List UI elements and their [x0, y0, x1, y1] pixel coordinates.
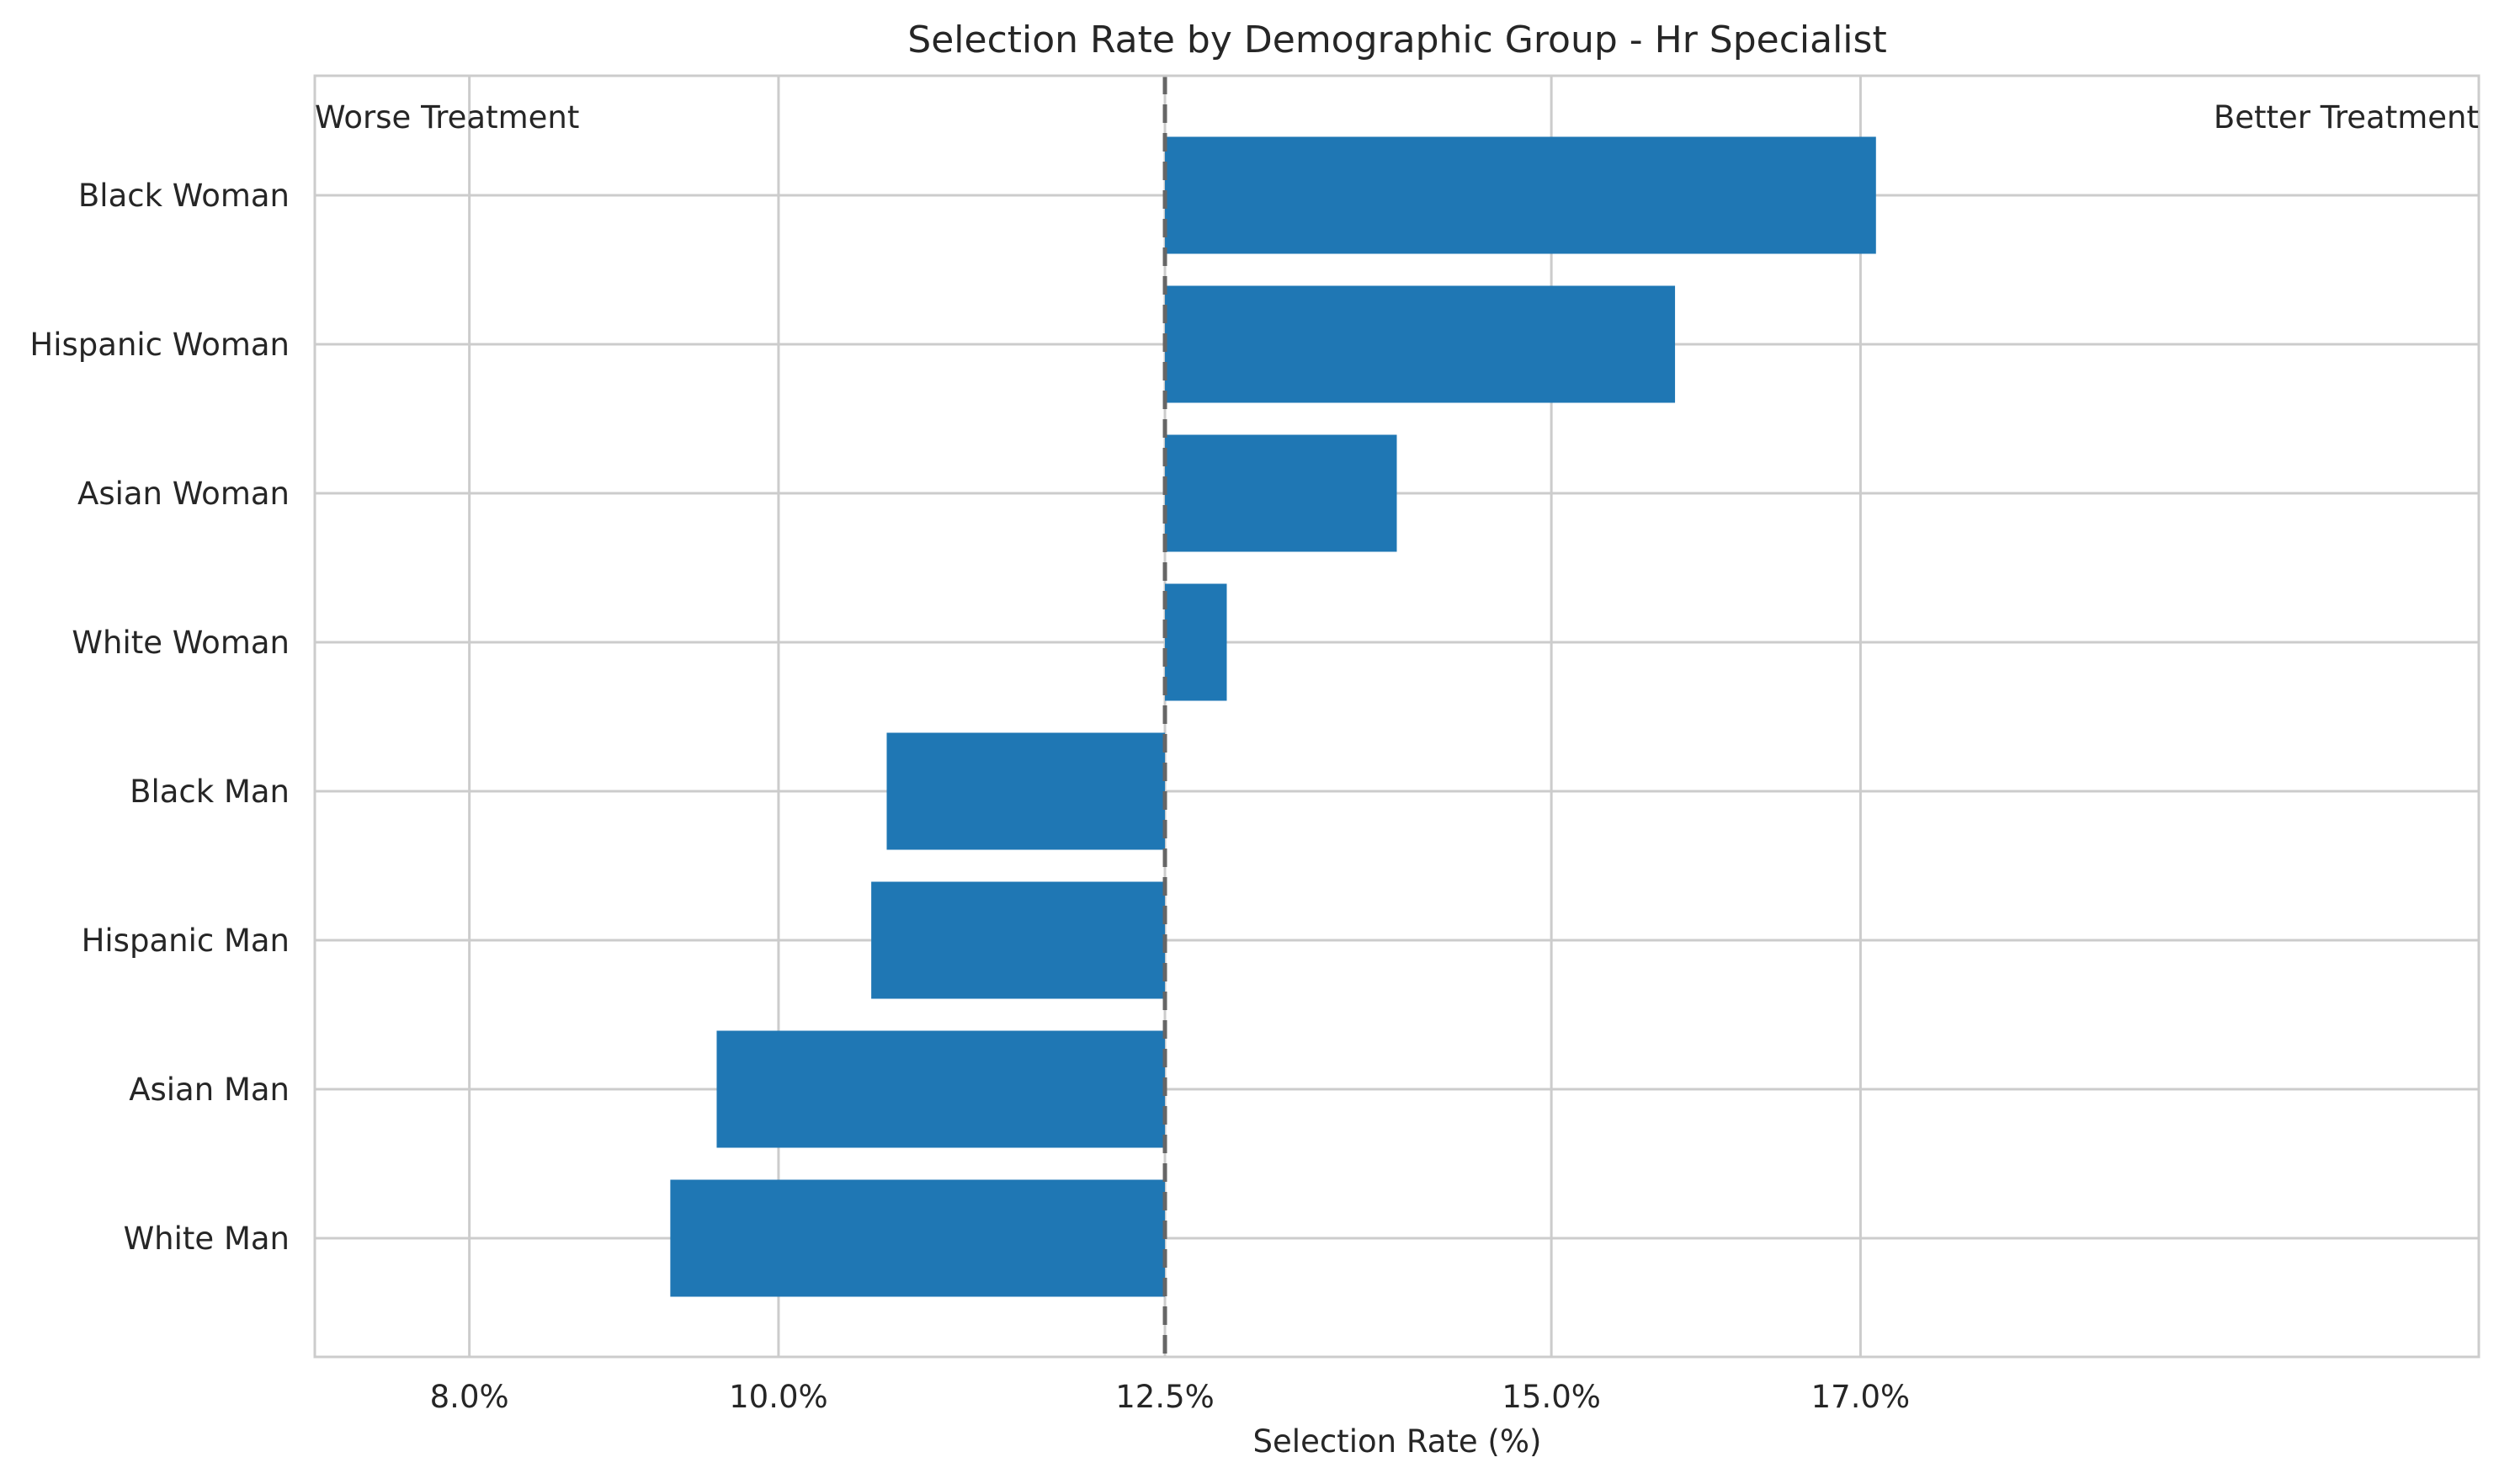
bar: [1165, 136, 1876, 254]
bar: [886, 732, 1166, 850]
annotation-better-treatment: Better Treatment: [2214, 99, 2479, 136]
category-label: Hispanic Man: [82, 923, 290, 959]
bar: [1165, 434, 1397, 552]
x-tick-label: 17.0%: [1811, 1379, 1911, 1415]
bar: [670, 1179, 1166, 1297]
x-tick-label: 10.0%: [729, 1379, 828, 1415]
annotation-worse-treatment: Worse Treatment: [315, 99, 579, 136]
category-label: White Woman: [72, 625, 290, 661]
bar: [871, 881, 1166, 999]
x-tick-label: 12.5%: [1115, 1379, 1215, 1415]
category-label: White Man: [124, 1221, 290, 1257]
x-tick-label: 8.0%: [430, 1379, 509, 1415]
category-label: Black Woman: [78, 178, 290, 214]
category-labels: Black Woman Hispanic Woman Asian Woman Whit…: [29, 178, 290, 1257]
x-tick-label: 15.0%: [1502, 1379, 1601, 1415]
chart-title: Selection Rate by Demographic Group - Hr…: [907, 19, 1886, 61]
bar: [1165, 285, 1676, 403]
plot-frame: [313, 74, 2480, 1359]
grid-layer: [315, 76, 2479, 1357]
category-label: Hispanic Woman: [29, 327, 290, 363]
bar: [1165, 583, 1227, 701]
x-axis-label: Selection Rate (%): [1253, 1423, 1542, 1460]
category-label: Asian Man: [129, 1072, 290, 1108]
category-label: Black Man: [130, 774, 290, 810]
category-label: Asian Woman: [77, 476, 290, 512]
bar: [716, 1030, 1166, 1148]
x-tick-labels: 8.0% 10.0% 12.5% 15.0% 17.0%: [430, 1379, 1911, 1415]
bars-layer: [670, 136, 1876, 1297]
